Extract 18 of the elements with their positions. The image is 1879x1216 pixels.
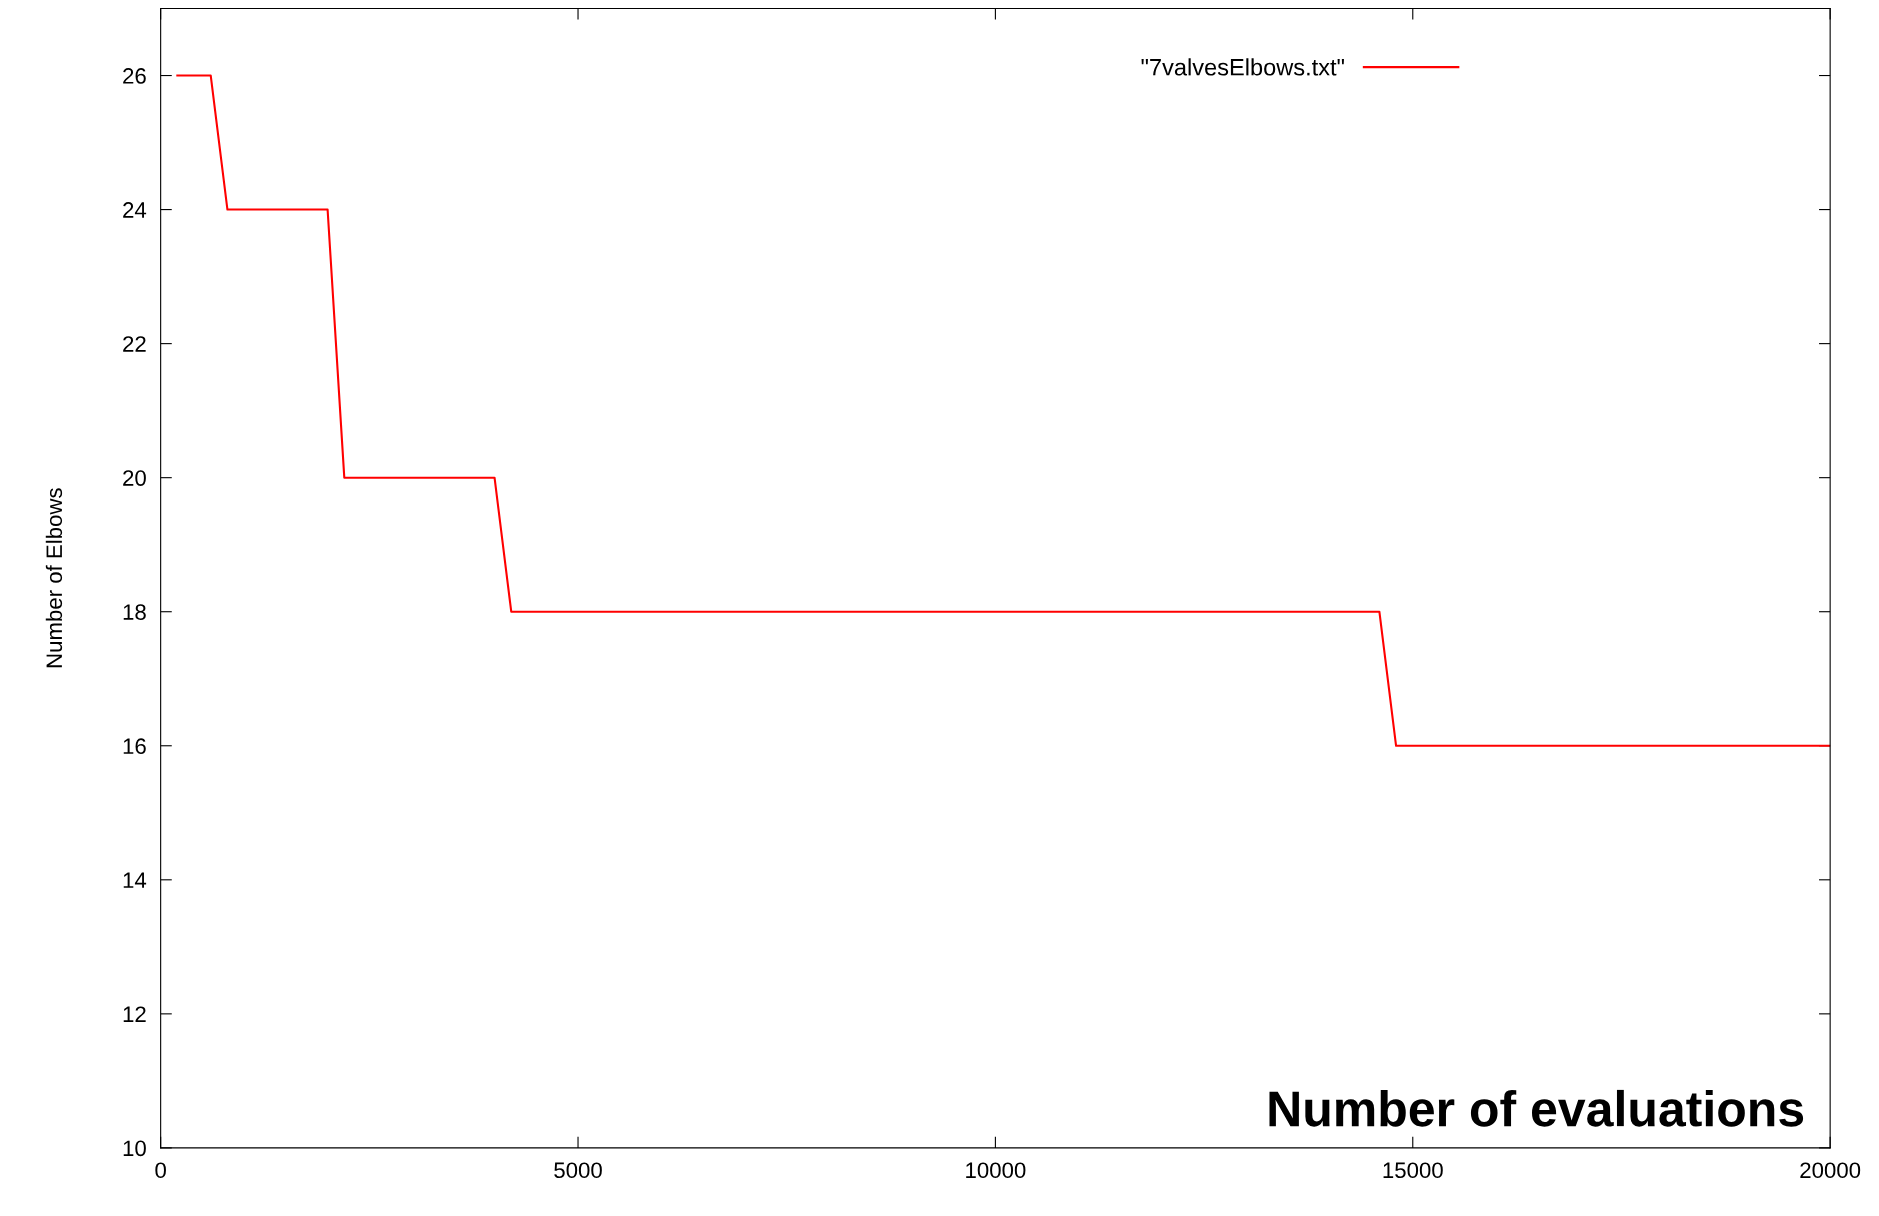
y-tick-label: 10	[123, 1140, 146, 1157]
y-axis-title: Number of Elbows	[45, 488, 63, 668]
legend-label: "7valvesElbows.txt"	[1141, 58, 1344, 76]
x-axis-title: Number of evaluations	[1269, 1089, 1804, 1127]
x-tick-label: 20000	[1800, 1162, 1861, 1179]
y-tick-label: 18	[123, 604, 146, 620]
y-tick-label: 20	[123, 470, 146, 486]
y-tick-label: 24	[123, 202, 147, 218]
y-tick-label: 22	[123, 336, 146, 352]
y-tick-label: 12	[123, 1006, 146, 1022]
x-tick-label: 5000	[554, 1162, 602, 1179]
y-tick-label: 16	[123, 738, 146, 755]
x-tick-label: 15000	[1383, 1162, 1443, 1179]
x-tick-label: 10000	[966, 1162, 1026, 1179]
y-tick-label: 14	[123, 872, 147, 888]
line-series	[176, 74, 1831, 747]
y-tick-label: 26	[123, 68, 146, 84]
x-tick-label: 0	[155, 1162, 166, 1179]
